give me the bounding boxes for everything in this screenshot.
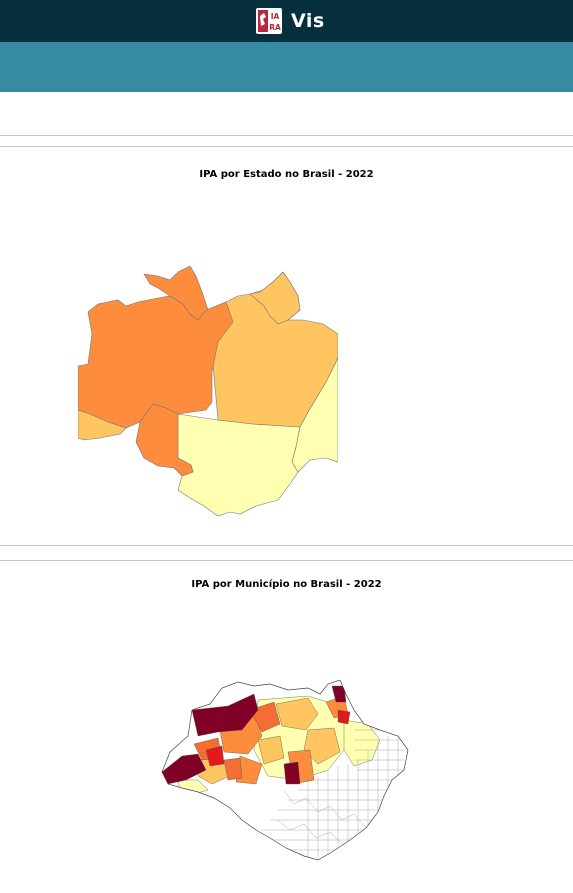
state-choropleth-map[interactable]	[78, 262, 338, 520]
subheader-bar	[0, 42, 573, 92]
state-mato-grosso[interactable]	[177, 413, 301, 517]
divider	[0, 545, 573, 546]
divider	[0, 146, 573, 147]
state-para[interactable]	[207, 271, 338, 428]
state-amazonas[interactable]	[78, 295, 234, 429]
brand[interactable]: IA RA Vis	[256, 7, 325, 35]
state-roraima[interactable]	[143, 265, 209, 321]
municipality-choropleth-map[interactable]	[158, 680, 410, 862]
municipality-area[interactable]	[283, 761, 301, 785]
state-amapa[interactable]	[249, 271, 301, 325]
divider	[0, 560, 573, 561]
municipality-area[interactable]	[275, 697, 319, 731]
municipality-area[interactable]	[257, 735, 285, 765]
municipality-area[interactable]	[331, 685, 347, 703]
country-outline	[161, 680, 409, 861]
state-map-title: IPA por Estado no Brasil - 2022	[199, 169, 374, 180]
municipality-area[interactable]	[205, 745, 225, 767]
municipality-area[interactable]	[303, 727, 341, 765]
app-logo-icon: IA RA	[256, 8, 282, 34]
divider	[0, 135, 573, 136]
municipality-map-title: IPA por Município no Brasil - 2022	[191, 579, 382, 590]
municipality-area[interactable]	[337, 709, 351, 725]
logo-letters-top: IA	[271, 12, 280, 21]
logo-letters-bottom: RA	[269, 23, 281, 32]
top-navbar: IA RA Vis	[0, 0, 573, 42]
state-rondonia[interactable]	[135, 403, 194, 477]
state-acre[interactable]	[78, 409, 127, 441]
municipality-area[interactable]	[191, 693, 259, 737]
app-title: Vis	[291, 10, 325, 32]
municipality-area[interactable]	[223, 757, 243, 781]
